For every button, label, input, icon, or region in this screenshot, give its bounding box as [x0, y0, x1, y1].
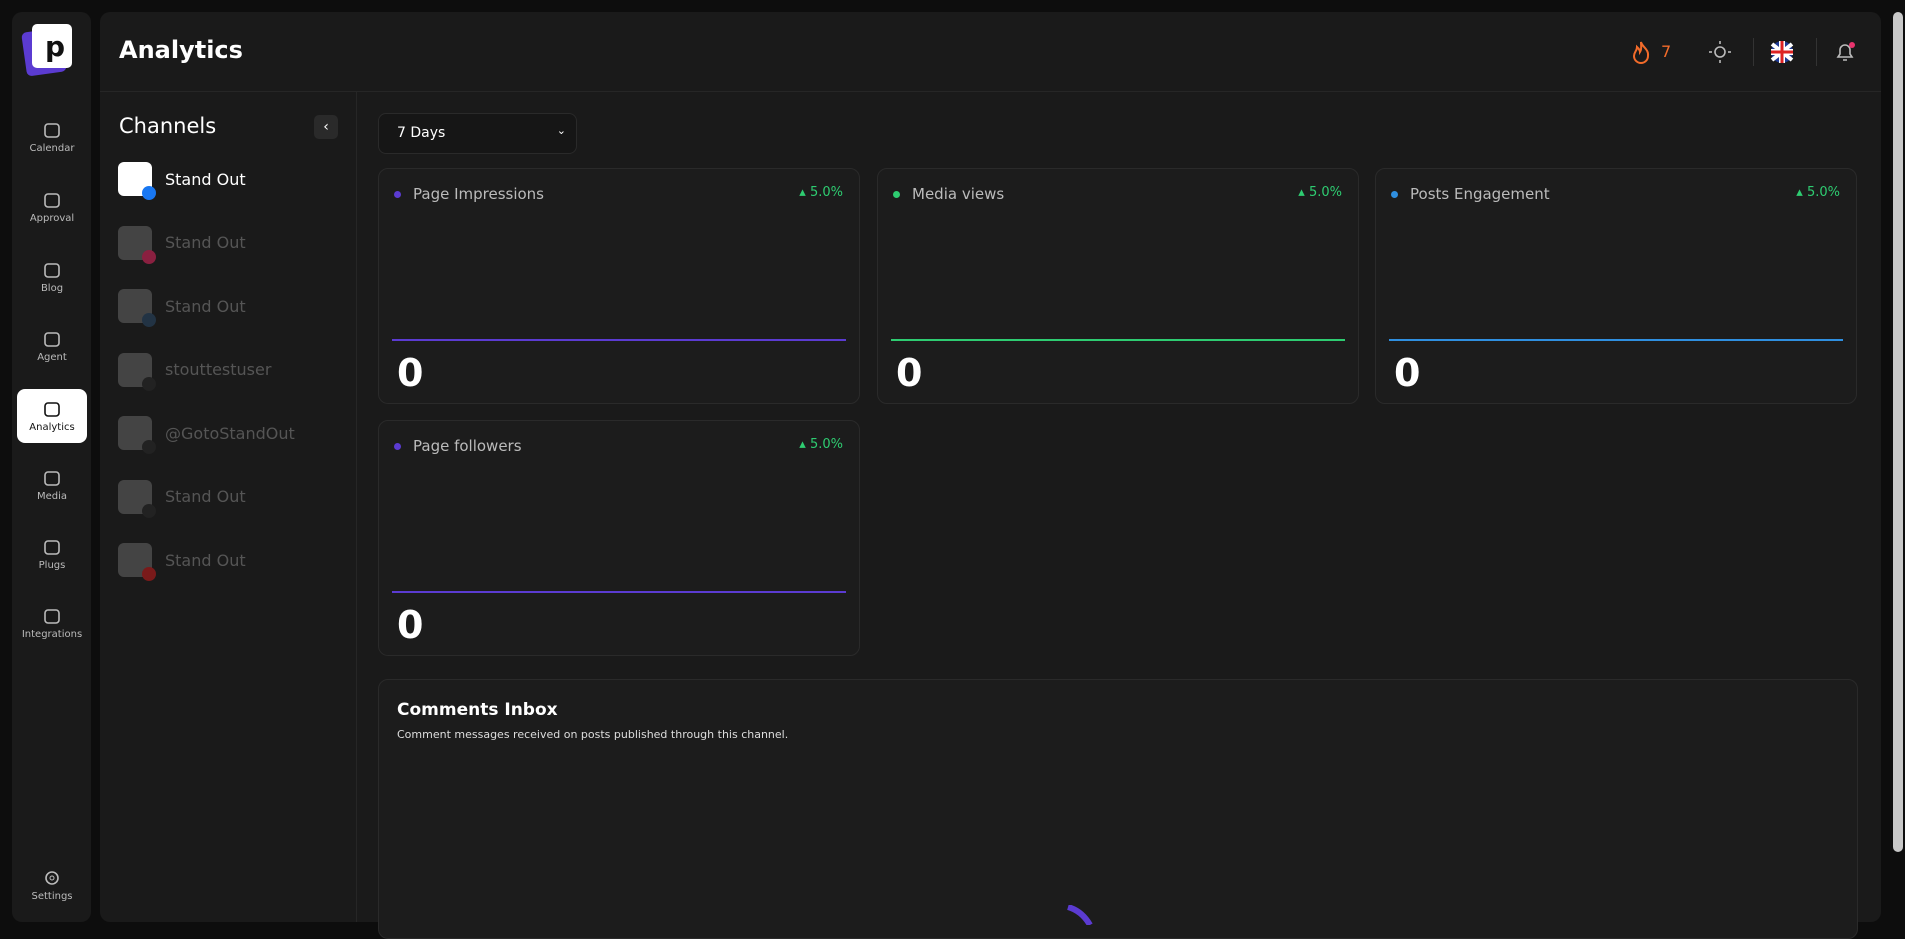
sidebar: p [12, 12, 91, 922]
avatar [118, 479, 156, 518]
stat-change-value: 5.0% [1308, 185, 1342, 200]
stat-change-value: 5.0% [809, 437, 843, 452]
trend-line [392, 339, 846, 341]
nav-label: Analytics [29, 421, 75, 433]
theme-toggle[interactable] [1708, 40, 1732, 64]
stat-title: Posts Engagement [1410, 185, 1550, 203]
nav-item[interactable]: Approval [17, 180, 87, 234]
collapse-button[interactable]: ‹ [314, 115, 338, 139]
nav-label: Approval [29, 212, 75, 224]
stat-title: Media views [912, 185, 1005, 203]
stat-change: ▴ 5.0% [799, 185, 843, 200]
avatar [118, 352, 156, 391]
comments-title: Comments Inbox [397, 700, 558, 720]
fire-icon [1632, 41, 1650, 64]
nav-item[interactable]: Integrations [17, 596, 87, 650]
nav-settings[interactable]: Settings [17, 858, 87, 912]
period-value: 7 Days [397, 125, 446, 141]
channel-name: Stand Out [165, 169, 246, 189]
avatar [118, 225, 156, 264]
nav-item[interactable]: Media [17, 458, 87, 512]
spinner [1067, 905, 1093, 925]
period-select[interactable]: 7 Days ⌄ [378, 113, 577, 154]
svg-text:p: p [45, 30, 65, 63]
comments-description: Comment messages received on posts publi… [397, 728, 789, 741]
stat-card: Media views ▴ 5.0% 0 [877, 168, 1359, 404]
nav-label: Blog [40, 282, 64, 294]
channels-title: Channels [119, 114, 217, 138]
channel-name: Stand Out [165, 233, 246, 252]
avatar [118, 543, 156, 581]
avatar [118, 289, 156, 327]
avatar [118, 416, 156, 454]
notifications[interactable] [1833, 40, 1857, 64]
stat-title: Page Impressions [413, 185, 545, 203]
streak: 7 [1661, 42, 1672, 61]
channel-name: stouttestuser [165, 360, 272, 379]
nav-label: Settings [31, 890, 73, 902]
stat-change-value: 5.0% [1806, 185, 1840, 200]
channel[interactable]: @GotoStandOut [118, 416, 295, 454]
channel-name: Stand Out [165, 487, 246, 506]
header: Analytics 7 [100, 12, 1881, 92]
stat-title: Page followers [413, 437, 522, 455]
trend-line [891, 339, 1345, 341]
stat-value: 0 [397, 351, 424, 395]
nav-label: Plugs [38, 559, 66, 571]
nav-label: Calendar [29, 142, 75, 154]
channel-name: @GotoStandOut [165, 423, 295, 443]
channel[interactable]: Stand Out [118, 479, 246, 518]
nav-label: Agent [37, 351, 67, 363]
comments-inbox: Comments Inbox Comment messages received… [378, 679, 1858, 939]
channel[interactable]: Stand Out [118, 543, 246, 581]
stat-card: Page Impressions ▴ 5.0% 0 [378, 168, 860, 404]
page-title: Analytics [119, 36, 243, 64]
stat-change: ▴ 5.0% [1796, 185, 1840, 200]
channel-name: Stand Out [165, 550, 246, 570]
logo: p [21, 24, 72, 76]
nav-label: Integrations [21, 628, 83, 640]
avatar [118, 162, 156, 200]
channel[interactable]: Stand Out [118, 289, 246, 327]
stat-card: Posts Engagement ▴ 5.0% 0 [1375, 168, 1857, 404]
channel-name: Stand Out [165, 296, 246, 316]
nav-item[interactable]: Analytics [17, 389, 87, 443]
nav-item[interactable]: Agent [17, 319, 87, 373]
channel[interactable]: stouttestuser [118, 352, 272, 391]
stat-card: Page followers ▴ 5.0% 0 [378, 420, 860, 656]
stat-change: ▴ 5.0% [1298, 185, 1342, 200]
stat-value: 0 [397, 603, 424, 647]
channel[interactable]: Stand Out [118, 162, 246, 200]
channel[interactable]: Stand Out [118, 225, 246, 264]
language[interactable] [1770, 40, 1794, 64]
trend-line [392, 591, 846, 593]
nav-label: Media [36, 490, 68, 502]
nav-item[interactable]: Blog [17, 250, 87, 304]
stat-change: ▴ 5.0% [799, 437, 843, 452]
nav-item[interactable]: Calendar [17, 110, 87, 164]
stat-value: 0 [1394, 351, 1421, 395]
stat-change-value: 5.0% [809, 185, 843, 200]
stat-value: 0 [896, 351, 923, 395]
trend-line [1389, 339, 1843, 341]
nav-item[interactable]: Plugs [17, 527, 87, 581]
